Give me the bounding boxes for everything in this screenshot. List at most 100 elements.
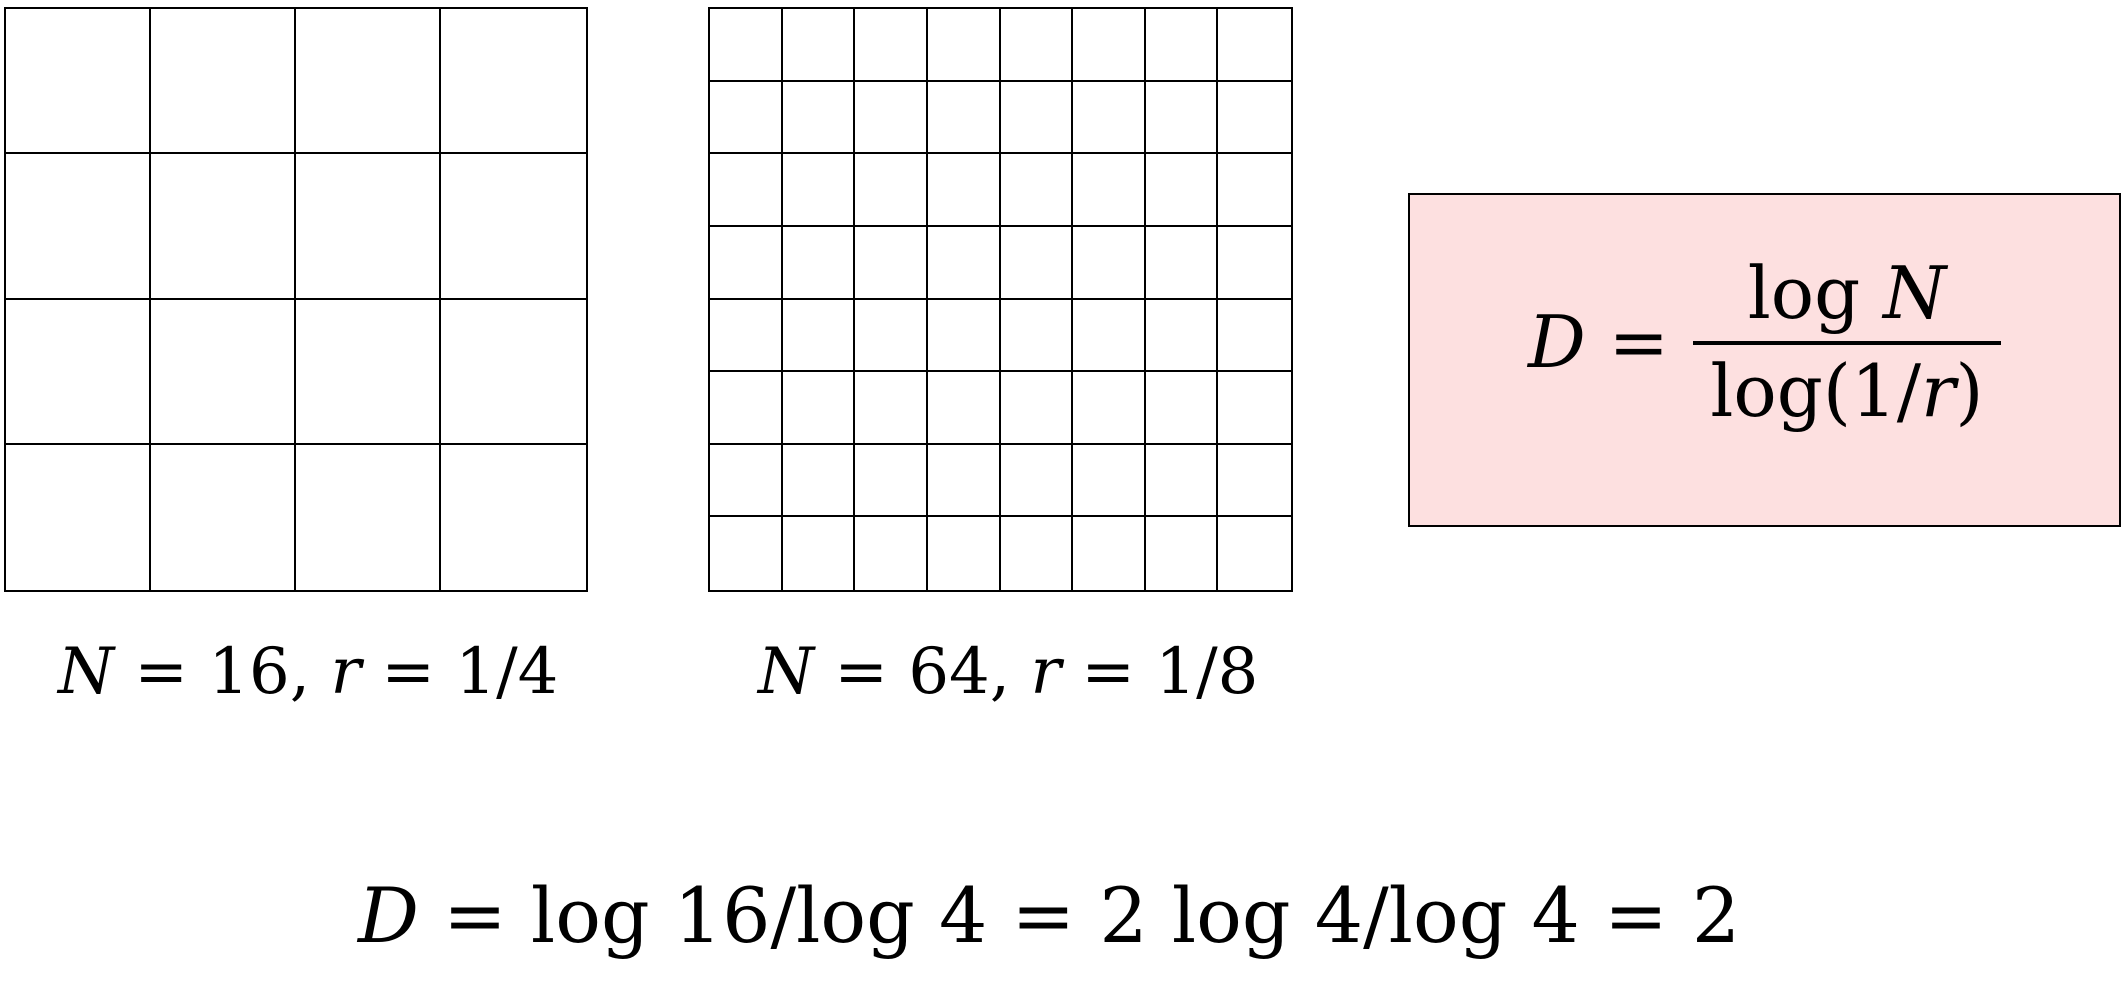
denominator-log: log(1/ <box>1710 349 1921 433</box>
grid-cell <box>710 517 783 590</box>
grid-cell <box>1218 227 1291 300</box>
grid-cell <box>855 444 928 518</box>
grid-cell <box>151 444 296 590</box>
grid-cell <box>1218 154 1291 227</box>
grid-cell <box>927 372 1001 445</box>
grid-cell <box>928 517 1001 590</box>
grid-cell <box>1073 517 1146 590</box>
denominator-close: ) <box>1955 349 1984 433</box>
grid-cell <box>710 81 783 155</box>
grid-cell <box>441 9 586 155</box>
grid-cell <box>1218 445 1291 518</box>
grid-cell <box>1000 372 1074 445</box>
grid-cell <box>1073 81 1146 155</box>
grid-cell <box>782 372 856 445</box>
grid-cell <box>782 154 856 227</box>
grid-cell <box>1073 226 1146 300</box>
grid-cell <box>782 299 856 373</box>
caption-n-variable: N <box>758 635 814 709</box>
grid-cell <box>296 9 441 155</box>
grid-cell <box>855 9 928 82</box>
grid-cell <box>1218 517 1291 590</box>
bottom-equation-rest: = log 16/log 4 = 2 log 4/log 4 = 2 <box>418 871 1741 960</box>
grid-cell <box>151 299 296 445</box>
grid-cell <box>855 299 928 373</box>
caption-n-value: = 64, <box>814 635 1031 709</box>
grid-cell <box>1218 300 1291 373</box>
grid-8x8 <box>708 7 1293 592</box>
grid-cell <box>1145 81 1219 155</box>
bottom-equation: D = log 16/log 4 = 2 log 4/log 4 = 2 <box>358 878 1740 954</box>
grid-cell <box>1000 226 1074 300</box>
caption-grid-4x4: N = 16, r = 1/4 <box>58 640 558 704</box>
grid-cell <box>296 444 441 590</box>
grid-cell <box>6 9 151 155</box>
grid-cell <box>710 226 783 300</box>
formula-d-variable: D <box>1528 300 1586 384</box>
grid-cell <box>1000 81 1074 155</box>
grid-cell <box>1000 9 1074 82</box>
grid-cell <box>783 517 856 590</box>
grid-cell <box>1145 372 1219 445</box>
grid-cell <box>927 154 1001 227</box>
grid-cell <box>1145 444 1219 518</box>
caption-n-value: = 16, <box>114 635 331 709</box>
grid-cell <box>151 154 296 300</box>
grid-cell <box>710 372 783 445</box>
grid-cell <box>1145 226 1219 300</box>
grid-4x4 <box>4 7 588 592</box>
numerator-log: log <box>1747 251 1884 335</box>
numerator-n-variable: N <box>1883 251 1947 335</box>
grid-cell <box>1146 517 1219 590</box>
formula-fraction: log N log(1/r) <box>1692 257 2001 427</box>
grid-cell <box>927 81 1001 155</box>
grid-cell <box>6 154 151 300</box>
grid-cell <box>710 444 783 518</box>
fraction-bar <box>1692 341 2001 345</box>
grid-cell <box>1145 154 1219 227</box>
grid-cell <box>1073 154 1146 227</box>
denominator-r-variable: r <box>1921 349 1956 433</box>
grid-cell <box>927 9 1001 82</box>
grid-cell <box>151 9 296 155</box>
grid-cell <box>1145 9 1219 82</box>
formula-numerator: log N <box>1748 257 1946 341</box>
formula-equals: = <box>1585 300 1669 384</box>
caption-r-value: = 1/4 <box>361 635 559 709</box>
grid-cell <box>710 9 783 82</box>
grid-cell <box>710 154 783 227</box>
caption-grid-8x8: N = 64, r = 1/8 <box>758 640 1258 704</box>
grid-cell <box>1073 444 1146 518</box>
grid-cell <box>710 299 783 373</box>
grid-cell <box>1145 299 1219 373</box>
bottom-d-variable: D <box>358 871 419 960</box>
caption-r-variable: r <box>330 635 362 709</box>
dimension-formula: D = log N log(1/r) <box>1528 257 2001 427</box>
grid-cell <box>855 81 928 155</box>
grid-cell <box>441 445 586 590</box>
formula-lhs: D = <box>1528 306 1669 378</box>
grid-cell <box>782 9 856 82</box>
grid-cell <box>441 154 586 300</box>
grid-cell <box>1000 154 1074 227</box>
grid-cell <box>855 372 928 445</box>
grid-cell <box>296 154 441 300</box>
caption-r-value: = 1/8 <box>1061 635 1259 709</box>
grid-cell <box>927 226 1001 300</box>
grid-cell <box>1218 82 1291 155</box>
formula-denominator: log(1/r) <box>1710 345 1983 427</box>
grid-cell <box>6 299 151 445</box>
grid-cell <box>6 444 151 590</box>
caption-r-variable: r <box>1030 635 1062 709</box>
grid-cell <box>1218 372 1291 445</box>
grid-cell <box>1073 372 1146 445</box>
grid-cell <box>855 517 928 590</box>
caption-n-variable: N <box>58 635 114 709</box>
grid-cell <box>782 444 856 518</box>
grid-cell <box>927 444 1001 518</box>
grid-cell <box>927 299 1001 373</box>
grid-cell <box>1218 9 1291 82</box>
grid-cell <box>782 226 856 300</box>
grid-cell <box>1073 9 1146 82</box>
grid-cell <box>782 81 856 155</box>
